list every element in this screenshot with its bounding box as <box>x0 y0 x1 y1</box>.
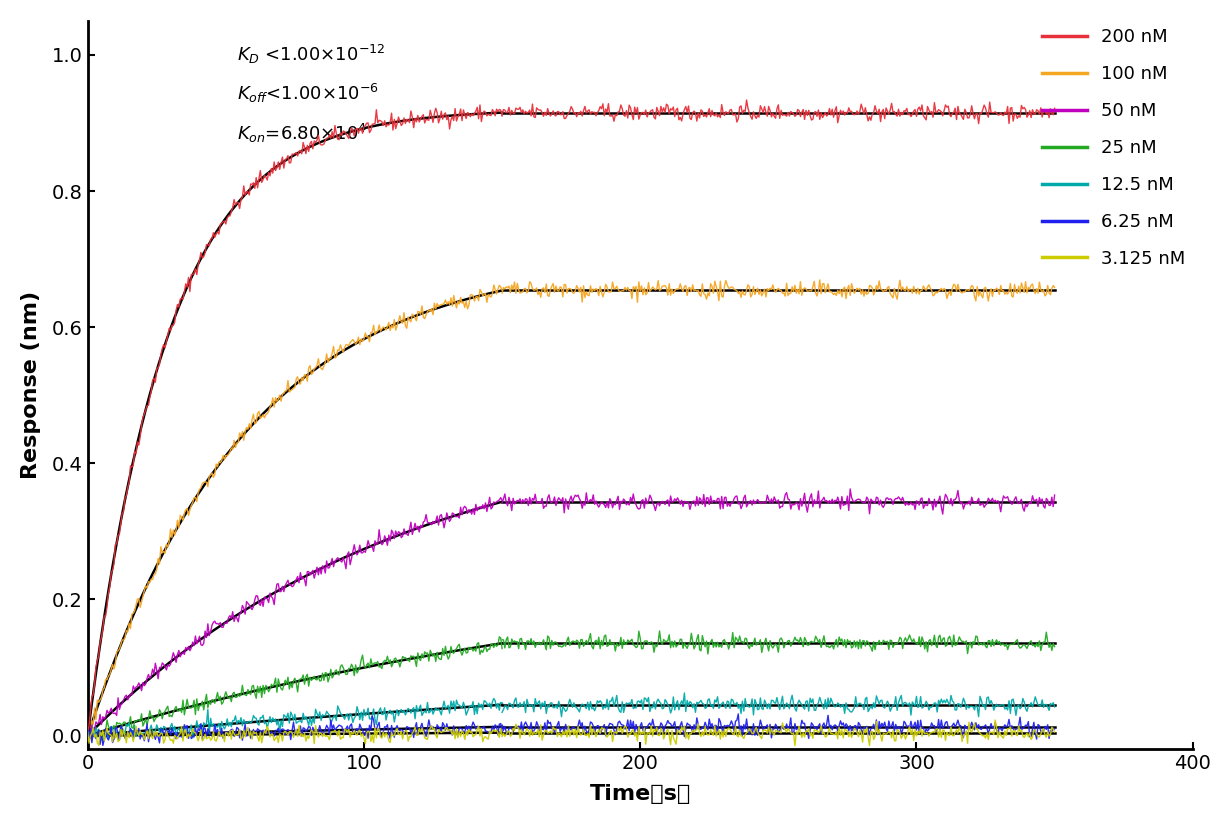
Legend: 200 nM, 100 nM, 50 nM, 25 nM, 12.5 nM, 6.25 nM, 3.125 nM: 200 nM, 100 nM, 50 nM, 25 nM, 12.5 nM, 6… <box>1035 21 1193 275</box>
X-axis label: Time（s）: Time（s） <box>590 785 691 804</box>
Text: $K_D$ <1.00×10$^{-12}$
$K_{off}$<1.00×10$^{-6}$
$K_{on}$=6.80×10$^4$: $K_D$ <1.00×10$^{-12}$ $K_{off}$<1.00×10… <box>237 43 386 144</box>
Y-axis label: Response (nm): Response (nm) <box>21 291 41 479</box>
